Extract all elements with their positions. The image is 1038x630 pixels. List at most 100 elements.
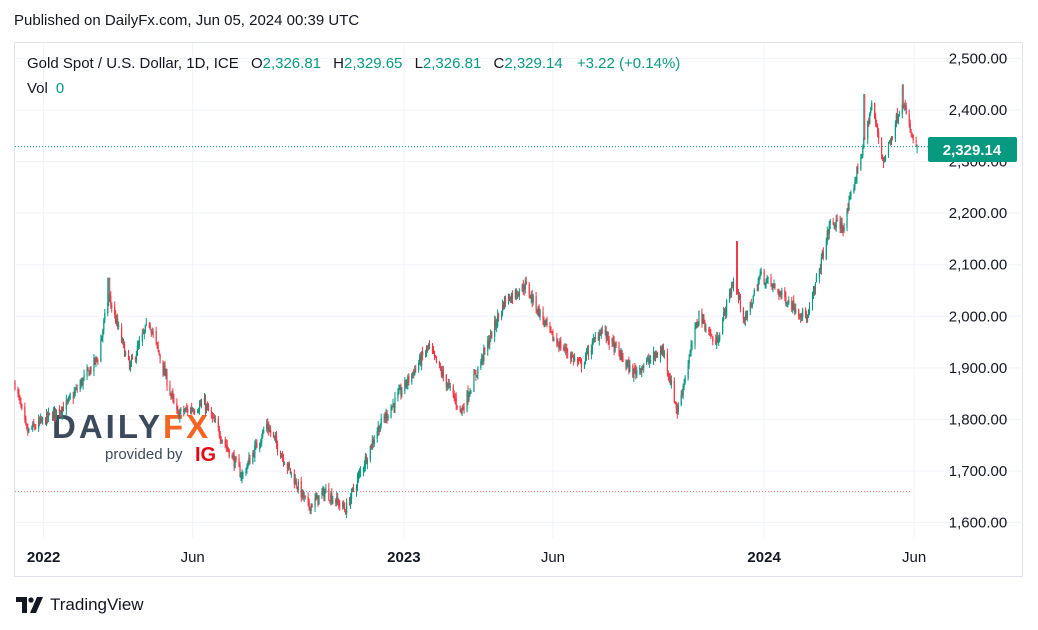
price-axis[interactable]: 1,600.00 1,700.00 1,800.00 1,900.00 2,000.00…: [949, 50, 1007, 531]
candle-body: [842, 226, 844, 232]
candle-body: [214, 420, 216, 422]
tradingview-footer[interactable]: TradingView: [16, 595, 144, 615]
candle-body: [834, 225, 836, 228]
candle-body: [509, 299, 512, 302]
candle-body: [889, 140, 892, 144]
candle-body: [170, 394, 172, 396]
watermark-sub: provided by: [105, 446, 183, 463]
candle-body: [553, 338, 555, 341]
candle-body: [129, 362, 132, 368]
candle-body: [387, 416, 389, 418]
candle-body: [675, 402, 677, 409]
candle-body: [855, 178, 857, 181]
candle-body: [169, 385, 171, 394]
candle-body: [827, 229, 829, 236]
candle-body: [771, 283, 773, 287]
candle-body: [55, 409, 58, 416]
candle-body: [463, 407, 465, 410]
candle-body: [484, 347, 486, 350]
candle-body: [850, 192, 852, 195]
y-tick-label: 2,000.00: [949, 308, 1007, 325]
candle-body: [411, 374, 413, 383]
candle-body: [262, 430, 264, 437]
candle-body: [358, 472, 361, 475]
candle-body: [833, 224, 835, 226]
candle-body: [425, 347, 428, 353]
candle-body: [578, 359, 581, 361]
candle-body: [413, 371, 415, 376]
candle-body: [83, 374, 85, 377]
candle-body: [331, 493, 333, 503]
candle-body: [431, 346, 434, 352]
candle-body: [709, 329, 711, 336]
candle-body: [350, 489, 353, 500]
candle-body: [38, 419, 40, 429]
candle-body: [784, 290, 786, 297]
time-axis[interactable]: 2022 Jun 2023 Jun 2024 Jun: [27, 549, 926, 566]
candle-body: [728, 292, 731, 300]
candle-body: [86, 368, 88, 377]
candle-body: [489, 340, 491, 345]
candle-body: [881, 155, 884, 159]
candle-body: [556, 337, 558, 343]
candle-body: [466, 391, 468, 411]
candle-body: [260, 441, 262, 445]
candle-body: [234, 457, 236, 468]
candle-body: [407, 376, 409, 385]
y-tick-label: 1,700.00: [949, 463, 1007, 480]
candle-body: [428, 343, 431, 346]
candle-body: [275, 436, 278, 444]
candle-body: [373, 439, 375, 445]
candle-body: [915, 140, 917, 142]
candle-body: [674, 401, 676, 403]
candle-body: [217, 419, 219, 428]
candle-body: [876, 123, 878, 126]
candle-body: [179, 412, 181, 418]
candle-body: [383, 417, 385, 419]
candle-body: [470, 391, 472, 393]
candle-body: [379, 426, 381, 432]
candle-body: [211, 415, 213, 418]
candle-body: [673, 380, 675, 403]
candle-body: [597, 337, 599, 340]
candle-body: [267, 422, 269, 429]
candle-body: [462, 408, 464, 410]
candle-body: [427, 345, 430, 348]
candle-body: [811, 296, 814, 307]
candle-body: [757, 281, 759, 291]
candle-body: [708, 329, 710, 331]
candle-body: [584, 357, 587, 362]
candle-body: [107, 303, 109, 314]
candle-body: [18, 392, 20, 397]
candle-body: [594, 337, 596, 339]
candle-body: [321, 492, 323, 495]
candle-body: [525, 281, 527, 284]
candle-body: [80, 380, 82, 386]
candle-body: [231, 455, 233, 458]
candle-body: [820, 257, 822, 270]
candle-body: [853, 188, 855, 193]
candle-body: [445, 375, 447, 387]
candle-body: [69, 396, 71, 398]
candle-body: [380, 418, 382, 426]
x-tick-label: 2024: [747, 549, 781, 566]
candle-body: [870, 109, 872, 114]
candle-body: [723, 311, 725, 320]
candle-body: [911, 134, 913, 136]
candle-body: [550, 327, 552, 332]
candle-body: [875, 117, 877, 124]
candle-body: [829, 221, 831, 224]
candle-body: [690, 344, 692, 353]
candle-body: [694, 326, 696, 345]
candle-body: [111, 304, 113, 308]
candle-body: [378, 426, 380, 433]
candle-body: [598, 333, 600, 341]
candle-body: [269, 429, 271, 431]
candle-body: [871, 102, 873, 110]
candle-body: [59, 411, 62, 414]
candle-body: [364, 456, 366, 467]
candle-body: [746, 311, 748, 318]
candle-body: [640, 368, 642, 373]
high-label: H: [333, 55, 345, 72]
